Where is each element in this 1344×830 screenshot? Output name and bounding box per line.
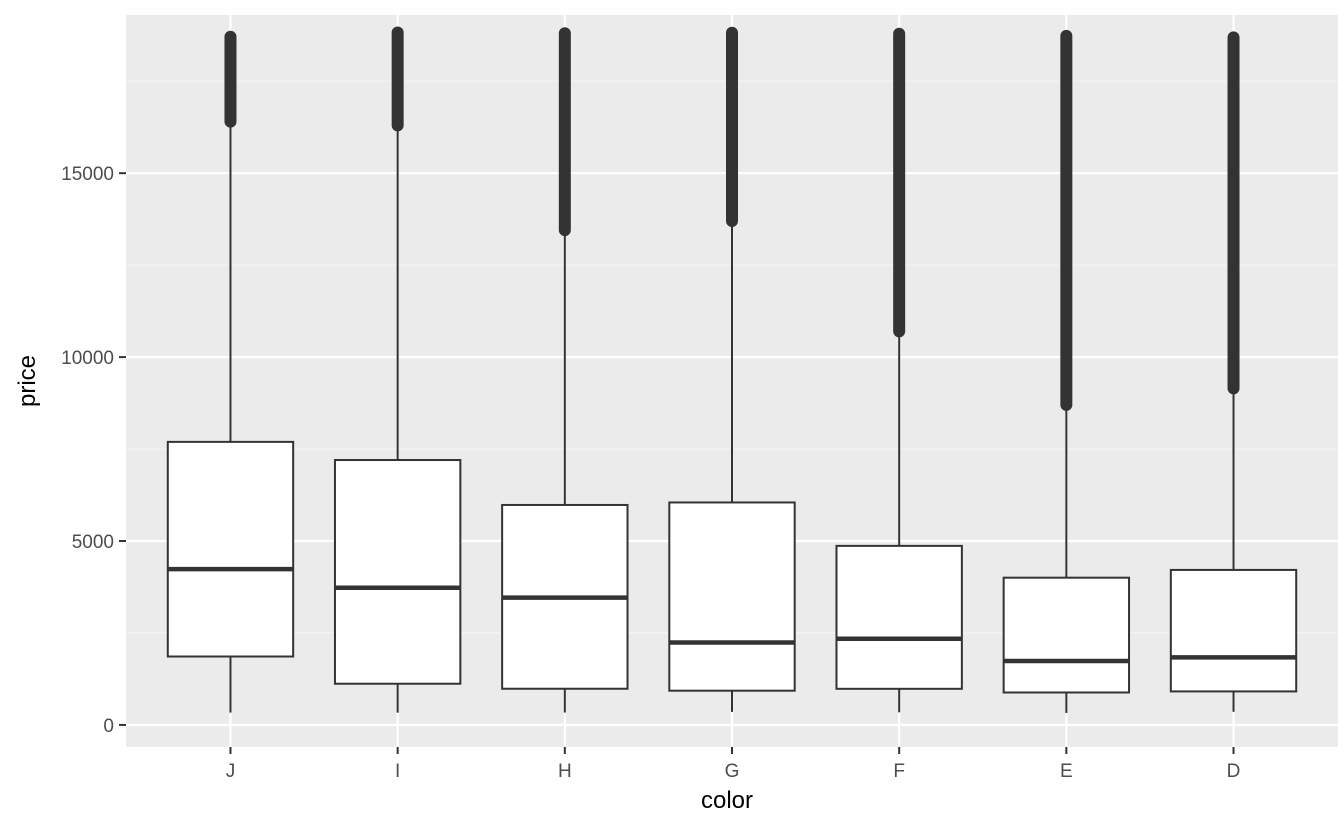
y-axis: 0 5000 10000 15000 [61,164,126,737]
x-tick-label: F [893,761,905,782]
iqr-box-G [668,501,796,692]
x-tick-label: E [1060,761,1073,782]
x-tick-label: H [558,761,572,782]
x-tick-label: G [725,761,740,782]
iqr-box-J [166,440,295,658]
box-series [166,26,1298,713]
x-tick-label: I [395,761,400,782]
outliers-D [1227,31,1240,395]
outliers-H [558,27,571,237]
box-G [668,26,796,712]
outliers-F [893,27,906,338]
outliers-I [391,26,404,132]
outliers-J [224,30,237,128]
box-I [333,26,462,713]
box-D [1169,31,1298,712]
y-tick-label: 5000 [72,532,114,553]
iqr-box-D [1169,568,1298,693]
box-E [1002,29,1131,713]
box-H [501,27,629,713]
iqr-box-I [333,459,462,685]
x-tick-label: J [226,761,236,782]
y-tick-label: 15000 [61,164,114,185]
y-tick-label: 0 [103,716,114,737]
y-axis-title: price [14,355,41,407]
x-axis-title: color [701,787,753,814]
y-tick-label: 10000 [61,348,114,369]
iqr-box-E [1002,576,1131,694]
box-J [166,30,295,713]
box-F [835,27,963,713]
outliers-E [1060,29,1073,411]
x-tick-label: D [1227,761,1241,782]
iqr-box-F [835,544,963,690]
outliers-G [726,26,738,227]
